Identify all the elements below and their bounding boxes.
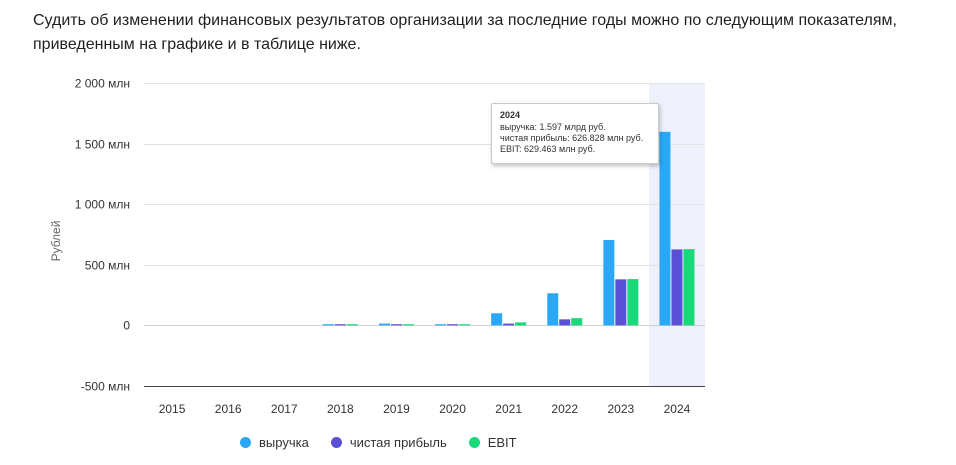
legend-label-revenue: выручка	[259, 434, 309, 450]
bar-revenue-2020	[435, 324, 447, 326]
bar-revenue-2022	[547, 293, 559, 326]
bar-ebit-2020	[459, 324, 471, 326]
tooltip-line-ebit: EBIT: 629.463 млн руб.	[500, 144, 596, 154]
legend: выручка чистая прибыль EBIT	[0, 430, 956, 454]
legend-dot-net-profit	[330, 436, 342, 448]
legend-label-net-profit: чистая прибыль	[349, 434, 447, 450]
tooltip-title: 2024	[500, 110, 521, 120]
legend-dot-revenue	[240, 436, 251, 448]
x-tick-label: 2015	[159, 402, 186, 416]
bar-ebit-2022	[571, 318, 583, 326]
y-tick-label: 500 млн	[85, 259, 130, 273]
tooltip: 2024 выручка: 1.597 млрд руб. чистая при…	[491, 103, 659, 164]
bar-net_profit-2023	[615, 279, 627, 326]
x-tick-label: 2020	[439, 402, 466, 416]
bar-ebit-2021	[515, 322, 527, 326]
x-tick-label: 2023	[607, 402, 634, 416]
legend-label-ebit: EBIT	[487, 434, 517, 450]
bar-ebit-2024	[683, 249, 695, 326]
legend-item-net-profit[interactable]: чистая прибыль	[330, 434, 447, 450]
bar-net_profit-2020	[447, 324, 459, 326]
y-tick-label: 1 000 млн	[75, 198, 130, 212]
bar-net_profit-2024	[671, 249, 683, 326]
x-tick-label: 2022	[551, 402, 578, 416]
bar-ebit-2018	[346, 324, 358, 326]
y-tick-label: -500 млн	[81, 380, 130, 394]
x-tick-label: 2016	[215, 402, 242, 416]
bar-net_profit-2022	[559, 319, 571, 326]
bar-net_profit-2021	[503, 323, 515, 326]
bar-revenue-2021	[491, 313, 503, 326]
y-axis-label: Рублей	[49, 221, 63, 262]
bar-ebit-2023	[627, 279, 639, 326]
legend-item-ebit[interactable]: EBIT	[468, 434, 517, 450]
legend-item-revenue[interactable]: выручка	[240, 435, 309, 450]
x-tick-label: 2018	[327, 402, 354, 416]
legend-dot-ebit	[468, 436, 480, 448]
bar-revenue-2023	[603, 239, 615, 326]
y-tick-label: 1 500 млн	[75, 138, 130, 152]
y-tick-label: 2 000 млн	[75, 77, 130, 91]
bar-chart: 2 000 млн 1 500 млн 1 000 млн 500 млн 0 -500 …	[49, 77, 705, 416]
y-tick-label: 0	[123, 319, 130, 333]
tooltip-line-revenue: выручка: 1.597 млрд руб.	[500, 122, 606, 132]
x-tick-label: 2017	[271, 402, 298, 416]
x-tick-label: 2021	[495, 402, 522, 416]
tooltip-line-net-profit: чистая прибыль: 626.828 млн руб.	[500, 133, 644, 143]
intro-text: Судить об изменении финансовых результат…	[33, 12, 897, 53]
bar-ebit-2019	[402, 324, 414, 326]
bar-net_profit-2018	[334, 324, 346, 326]
bar-net_profit-2019	[390, 324, 402, 326]
x-tick-label: 2024	[664, 402, 691, 416]
bar-revenue-2018	[322, 324, 334, 326]
bar-revenue-2019	[378, 323, 390, 326]
x-tick-label: 2019	[383, 402, 410, 416]
bar-revenue-2024	[659, 131, 671, 326]
